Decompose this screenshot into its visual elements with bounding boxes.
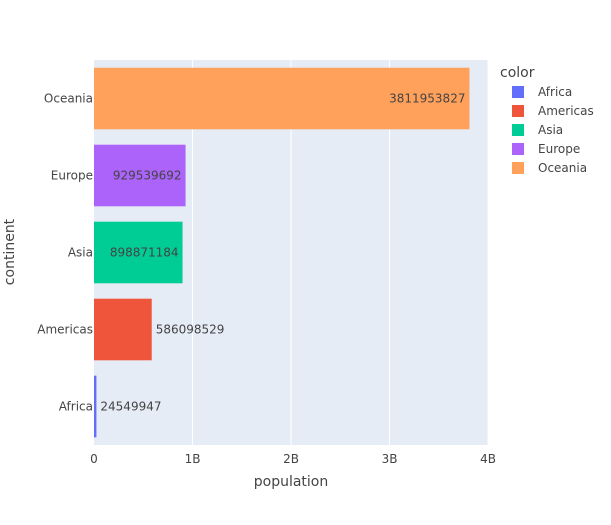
legend: color Africa Americas Asia Europe Oceania (500, 65, 594, 175)
y-tick-label-asia: Asia (68, 246, 93, 260)
legend-label-oceania[interactable]: Oceania (538, 161, 587, 175)
x-tick-label-3: 3B (382, 452, 398, 466)
y-tick-label-americas: Americas (37, 323, 93, 337)
bar-value-label-europe: 929539692 (113, 169, 182, 183)
y-axis-ticks: Africa Americas Asia Europe Oceania (37, 92, 93, 414)
x-tick-label-4: 4B (480, 452, 496, 466)
y-tick-label-africa: Africa (59, 400, 93, 414)
bar-labels: 24549947 586098529 898871184 929539692 38119… (100, 92, 465, 414)
bars (94, 67, 470, 438)
bar-africa (94, 375, 97, 438)
bar-value-label-asia: 898871184 (110, 246, 179, 260)
legend-swatch-americas[interactable] (512, 105, 524, 117)
x-tick-label-1: 1B (185, 452, 201, 466)
legend-swatch-europe[interactable] (512, 143, 524, 155)
legend-label-europe[interactable]: Europe (538, 142, 580, 156)
bar-value-label-americas: 586098529 (156, 323, 225, 337)
y-tick-label-oceania: Oceania (44, 92, 93, 106)
bar-americas (94, 298, 152, 361)
legend-swatch-asia[interactable] (512, 124, 524, 136)
bar-europe (94, 144, 186, 207)
legend-title: color (500, 65, 535, 81)
legend-label-africa[interactable]: Africa (538, 85, 572, 99)
legend-label-asia[interactable]: Asia (538, 123, 563, 137)
x-tick-label-0: 0 (90, 452, 98, 466)
y-tick-label-europe: Europe (51, 169, 93, 183)
bar-oceania (94, 67, 470, 130)
bar-value-label-africa: 24549947 (100, 400, 161, 414)
x-tick-label-2: 2B (283, 452, 299, 466)
y-axis-title: continent (2, 218, 18, 285)
bar-value-label-oceania: 3811953827 (389, 92, 465, 106)
x-axis-ticks: 0 1B 2B 3B 4B (90, 452, 496, 466)
legend-swatch-oceania[interactable] (512, 162, 524, 174)
legend-swatch-africa[interactable] (512, 86, 524, 98)
legend-label-americas[interactable]: Americas (538, 104, 594, 118)
x-axis-title: population (254, 474, 329, 490)
bar-asia (94, 221, 183, 284)
